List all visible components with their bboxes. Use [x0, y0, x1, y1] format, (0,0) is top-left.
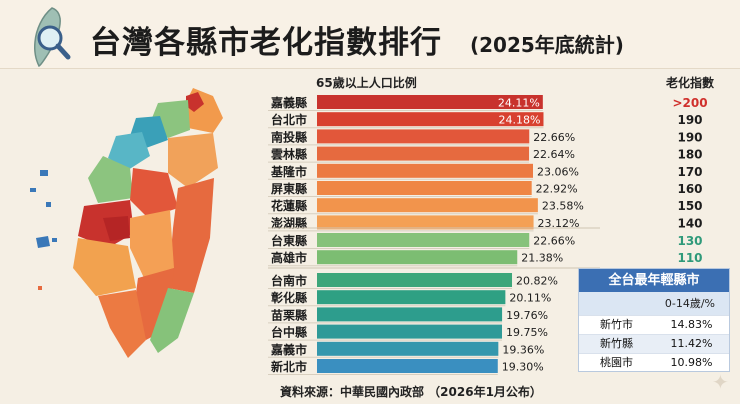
- data-label: 20.82%: [516, 275, 558, 288]
- data-label: 22.66%: [533, 131, 575, 144]
- data-label: 22.66%: [533, 235, 575, 248]
- index-axis-label: 老化指數: [666, 75, 714, 90]
- data-label: 21.38%: [521, 252, 563, 265]
- county-label: 新北市: [271, 359, 307, 374]
- map-region: [73, 238, 136, 296]
- bar: [317, 181, 532, 195]
- map-region: [88, 156, 133, 203]
- bars: 嘉義縣 24.11% >200 台北市 24.18% 190 南投縣 22.66% 190 雲林縣…: [268, 95, 708, 375]
- aging-index: 190: [677, 113, 702, 127]
- county-label: 南投縣: [271, 129, 307, 144]
- inset-value: 10.98%: [670, 356, 713, 369]
- aging-index: 130: [677, 234, 702, 248]
- data-label: 19.36%: [502, 343, 544, 356]
- data-label: 24.18%: [499, 114, 541, 127]
- bar: [317, 250, 518, 265]
- taiwan-map: [30, 88, 223, 358]
- bar: [317, 324, 502, 339]
- bar: [317, 273, 513, 287]
- county-label: 台南市: [271, 273, 307, 288]
- bar: [317, 129, 530, 144]
- data-label: 22.92%: [536, 183, 578, 196]
- bar: [317, 359, 498, 373]
- map-region: [130, 168, 178, 218]
- sparkle-icon: ✦: [712, 370, 729, 394]
- county-label: 台北市: [271, 112, 307, 127]
- aging-index: 190: [677, 130, 702, 144]
- aging-index: 140: [677, 216, 702, 230]
- county-label: 花蓮縣: [271, 198, 307, 213]
- source-note: 資料來源：中華民國內政部 （2026年1月公布）: [280, 385, 542, 399]
- data-label: 19.76%: [506, 309, 548, 322]
- bar: [317, 233, 530, 247]
- map-region: [103, 216, 130, 241]
- inset-subheader: 0-14歲/%: [579, 292, 729, 315]
- bar: [317, 112, 544, 127]
- table-row: 桃園市 10.98%: [579, 353, 729, 372]
- inset-county: 桃園市: [600, 356, 633, 369]
- value-axis-label: 65歲以上人口比例: [316, 75, 417, 90]
- table-row: 新竹市 14.83%: [579, 315, 729, 334]
- county-label: 高雄市: [271, 250, 307, 265]
- county-label: 屏東縣: [270, 181, 307, 196]
- map-region: [98, 290, 146, 358]
- map-region: [168, 178, 214, 293]
- inset-county: 新竹縣: [600, 337, 633, 350]
- aging-index: 110: [677, 251, 702, 265]
- data-label: 22.64%: [533, 148, 575, 161]
- data-label: 23.12%: [538, 217, 580, 230]
- aging-index: 180: [677, 148, 702, 162]
- bar: [317, 215, 534, 230]
- map-region: [108, 132, 150, 170]
- aging-index: 150: [677, 199, 702, 213]
- inset-county: 新竹市: [600, 318, 633, 331]
- county-label: 彰化縣: [271, 290, 307, 305]
- aging-index: 160: [677, 182, 702, 196]
- inset-value: 11.42%: [670, 337, 713, 350]
- county-label: 苗栗縣: [271, 307, 307, 322]
- data-label: 20.11%: [509, 292, 551, 305]
- map-regions: [73, 88, 223, 358]
- data-label: 23.58%: [542, 200, 584, 213]
- bar: [317, 290, 506, 305]
- data-label: 23.06%: [537, 165, 579, 178]
- county-label: 台東縣: [271, 233, 307, 248]
- page-title: 台灣各縣市老化指數排行: [90, 25, 442, 61]
- page-subtitle: (2025年底統計): [470, 33, 624, 57]
- penghu-islands: [30, 170, 57, 290]
- aging-index: 170: [677, 165, 702, 179]
- map-region: [168, 133, 218, 188]
- data-label: 19.75%: [506, 326, 548, 339]
- county-label: 嘉義縣: [270, 95, 307, 110]
- table-row: 新竹縣 11.42%: [579, 334, 729, 353]
- data-label: 24.11%: [498, 97, 540, 110]
- bar: [317, 95, 543, 109]
- bar: [317, 307, 503, 322]
- county-label: 基隆市: [270, 164, 307, 179]
- inset-value: 14.83%: [670, 318, 713, 331]
- bar: [317, 146, 530, 161]
- youngest-counties-table: 全台最年輕縣市 0-14歲/% 新竹市 14.83% 新竹縣 11.42% 桃園…: [578, 268, 730, 372]
- inset-title: 全台最年輕縣市: [579, 269, 729, 292]
- bar: [317, 163, 533, 178]
- bar: [317, 341, 499, 356]
- county-label: 澎湖縣: [271, 215, 307, 230]
- bar: [317, 198, 538, 213]
- county-label: 雲林縣: [271, 147, 307, 162]
- aging-index: >200: [672, 96, 707, 110]
- data-label: 19.30%: [502, 361, 544, 374]
- header: 台灣各縣市老化指數排行 (2025年底統計): [0, 0, 740, 69]
- map-region: [186, 92, 204, 112]
- map-region: [150, 288, 194, 353]
- taiwan-magnifier-icon: [34, 7, 71, 68]
- map-region: [130, 210, 174, 278]
- county-label: 台中縣: [271, 325, 307, 340]
- county-label: 嘉義市: [270, 342, 307, 357]
